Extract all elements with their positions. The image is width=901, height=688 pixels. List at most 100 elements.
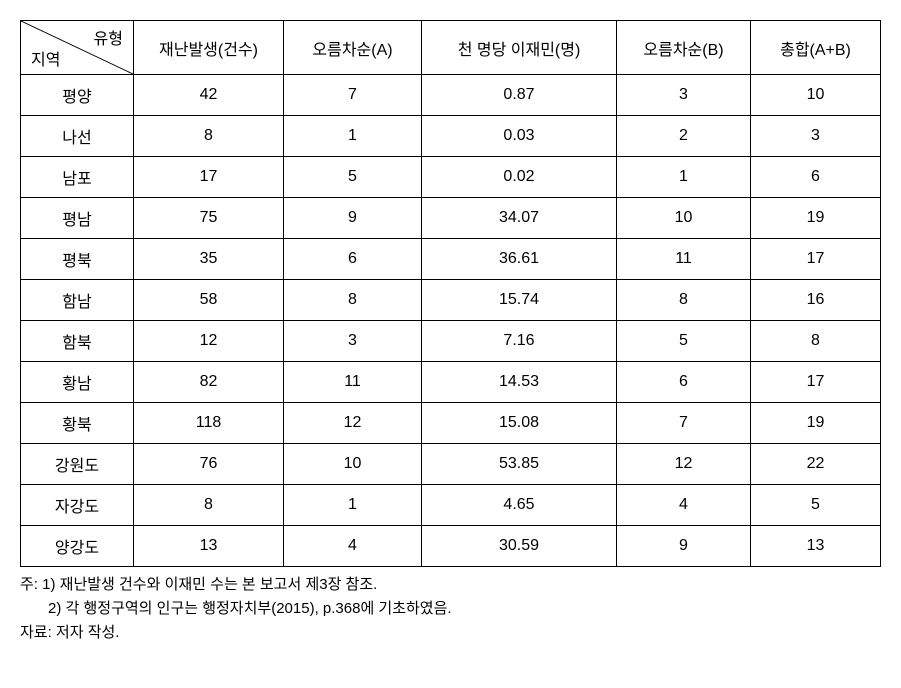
table-row: 함남58815.74816 xyxy=(21,280,881,321)
cell-count: 75 xyxy=(134,198,284,239)
header-row: 유형 지역 재난발생(건수) 오름차순(A) 천 명당 이재민(명) 오름차순(… xyxy=(21,21,881,75)
cell-count: 118 xyxy=(134,403,284,444)
cell-per1000: 4.65 xyxy=(422,485,617,526)
cell-per1000: 14.53 xyxy=(422,362,617,403)
table-row: 평남75934.071019 xyxy=(21,198,881,239)
cell-per1000: 0.02 xyxy=(422,157,617,198)
header-total: 총합(A+B) xyxy=(751,21,881,75)
header-diagonal-cell: 유형 지역 xyxy=(21,21,134,75)
table-container: 유형 지역 재난발생(건수) 오름차순(A) 천 명당 이재민(명) 오름차순(… xyxy=(20,20,880,645)
cell-count: 8 xyxy=(134,116,284,157)
table-row: 나선810.0323 xyxy=(21,116,881,157)
header-rank-b: 오름차순(B) xyxy=(617,21,751,75)
cell-count: 42 xyxy=(134,75,284,116)
cell-rank-a: 7 xyxy=(284,75,422,116)
table-row: 남포1750.0216 xyxy=(21,157,881,198)
cell-per1000: 34.07 xyxy=(422,198,617,239)
cell-region: 평북 xyxy=(21,239,134,280)
cell-per1000: 7.16 xyxy=(422,321,617,362)
table-row: 평양4270.87310 xyxy=(21,75,881,116)
cell-per1000: 36.61 xyxy=(422,239,617,280)
cell-rank-a: 11 xyxy=(284,362,422,403)
header-per1000: 천 명당 이재민(명) xyxy=(422,21,617,75)
table-body: 평양4270.87310나선810.0323남포1750.0216평남75934… xyxy=(21,75,881,567)
cell-rank-b: 6 xyxy=(617,362,751,403)
cell-total: 13 xyxy=(751,526,881,567)
footnotes: 주: 1) 재난발생 건수와 이재민 수는 본 보고서 제3장 참조. 2) 각… xyxy=(20,573,880,645)
table-row: 평북35636.611117 xyxy=(21,239,881,280)
cell-region: 함남 xyxy=(21,280,134,321)
cell-total: 5 xyxy=(751,485,881,526)
cell-count: 13 xyxy=(134,526,284,567)
cell-count: 12 xyxy=(134,321,284,362)
cell-rank-b: 10 xyxy=(617,198,751,239)
header-rank-a: 오름차순(A) xyxy=(284,21,422,75)
cell-rank-a: 1 xyxy=(284,116,422,157)
cell-per1000: 0.03 xyxy=(422,116,617,157)
cell-total: 10 xyxy=(751,75,881,116)
cell-region: 양강도 xyxy=(21,526,134,567)
table-row: 황북1181215.08719 xyxy=(21,403,881,444)
cell-count: 35 xyxy=(134,239,284,280)
cell-rank-b: 12 xyxy=(617,444,751,485)
cell-region: 강원도 xyxy=(21,444,134,485)
cell-total: 3 xyxy=(751,116,881,157)
table-row: 함북1237.1658 xyxy=(21,321,881,362)
cell-per1000: 0.87 xyxy=(422,75,617,116)
table-row: 양강도13430.59913 xyxy=(21,526,881,567)
cell-count: 8 xyxy=(134,485,284,526)
cell-count: 58 xyxy=(134,280,284,321)
cell-rank-a: 10 xyxy=(284,444,422,485)
header-diagonal-top: 유형 xyxy=(94,25,123,49)
cell-rank-b: 9 xyxy=(617,526,751,567)
footnote-1: 주: 1) 재난발생 건수와 이재민 수는 본 보고서 제3장 참조. xyxy=(20,573,880,597)
cell-count: 76 xyxy=(134,444,284,485)
cell-region: 함북 xyxy=(21,321,134,362)
footnote-source: 자료: 저자 작성. xyxy=(20,621,880,645)
cell-rank-a: 3 xyxy=(284,321,422,362)
cell-rank-b: 2 xyxy=(617,116,751,157)
cell-rank-a: 1 xyxy=(284,485,422,526)
cell-per1000: 15.08 xyxy=(422,403,617,444)
cell-region: 평남 xyxy=(21,198,134,239)
cell-total: 8 xyxy=(751,321,881,362)
cell-region: 황북 xyxy=(21,403,134,444)
cell-per1000: 15.74 xyxy=(422,280,617,321)
cell-rank-b: 5 xyxy=(617,321,751,362)
header-count: 재난발생(건수) xyxy=(134,21,284,75)
cell-region: 남포 xyxy=(21,157,134,198)
cell-rank-a: 6 xyxy=(284,239,422,280)
cell-per1000: 53.85 xyxy=(422,444,617,485)
cell-count: 17 xyxy=(134,157,284,198)
cell-region: 자강도 xyxy=(21,485,134,526)
cell-total: 19 xyxy=(751,198,881,239)
cell-total: 22 xyxy=(751,444,881,485)
cell-rank-a: 12 xyxy=(284,403,422,444)
cell-region: 나선 xyxy=(21,116,134,157)
cell-rank-b: 11 xyxy=(617,239,751,280)
table-row: 강원도761053.851222 xyxy=(21,444,881,485)
cell-rank-a: 5 xyxy=(284,157,422,198)
cell-total: 19 xyxy=(751,403,881,444)
cell-total: 16 xyxy=(751,280,881,321)
cell-rank-b: 8 xyxy=(617,280,751,321)
cell-rank-b: 4 xyxy=(617,485,751,526)
cell-total: 17 xyxy=(751,362,881,403)
cell-region: 황남 xyxy=(21,362,134,403)
cell-rank-a: 8 xyxy=(284,280,422,321)
cell-rank-b: 1 xyxy=(617,157,751,198)
header-diagonal-bottom: 지역 xyxy=(31,46,60,70)
cell-rank-b: 7 xyxy=(617,403,751,444)
cell-count: 82 xyxy=(134,362,284,403)
cell-rank-b: 3 xyxy=(617,75,751,116)
cell-rank-a: 9 xyxy=(284,198,422,239)
cell-rank-a: 4 xyxy=(284,526,422,567)
data-table: 유형 지역 재난발생(건수) 오름차순(A) 천 명당 이재민(명) 오름차순(… xyxy=(20,20,881,567)
table-header: 유형 지역 재난발생(건수) 오름차순(A) 천 명당 이재민(명) 오름차순(… xyxy=(21,21,881,75)
cell-per1000: 30.59 xyxy=(422,526,617,567)
table-row: 황남821114.53617 xyxy=(21,362,881,403)
footnote-2: 2) 각 행정구역의 인구는 행정자치부(2015), p.368에 기초하였음… xyxy=(48,597,880,621)
table-row: 자강도814.6545 xyxy=(21,485,881,526)
cell-total: 6 xyxy=(751,157,881,198)
cell-total: 17 xyxy=(751,239,881,280)
